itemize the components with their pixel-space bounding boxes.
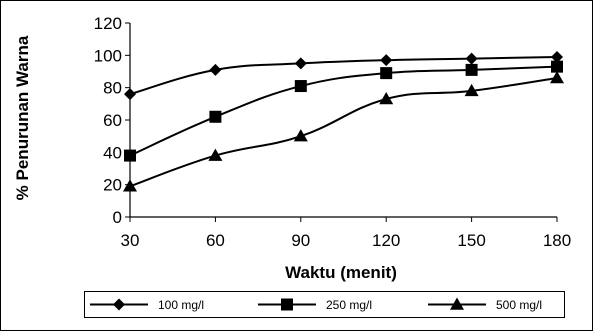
data-point-triangle [550, 70, 564, 84]
data-point-diamond [551, 50, 563, 63]
data-point-triangle [379, 91, 394, 105]
y-axis-ticks: 0 20 40 60 80 100 120 [94, 14, 130, 227]
data-point-diamond [465, 52, 478, 65]
data-point-square [209, 110, 222, 123]
y-tick-label: 80 [103, 79, 122, 98]
series-line [129, 76, 558, 188]
x-tick-label: 150 [457, 231, 485, 250]
legend-marker-diamond [113, 298, 125, 311]
series-triangle [123, 70, 564, 192]
data-point-square [551, 60, 563, 73]
legend-label: 250 mg/l [326, 298, 372, 312]
series-layer [123, 50, 564, 192]
legend-box [84, 291, 565, 318]
x-tick-label: 120 [372, 231, 400, 250]
data-point-diamond [294, 57, 307, 70]
x-axis-title: Waktu (menit) [285, 263, 397, 282]
data-point-square [380, 67, 393, 80]
data-point-diamond [124, 88, 136, 101]
y-tick-label: 120 [94, 14, 122, 33]
data-point-diamond [380, 54, 393, 67]
x-tick-label: 180 [543, 231, 571, 250]
data-point-square [465, 63, 478, 76]
legend: 100 mg/l 250 mg/l 500 mg/l [84, 291, 565, 318]
y-tick-label: 60 [103, 111, 122, 130]
data-point-triangle [208, 148, 223, 161]
legend-item: 250 mg/l [258, 298, 372, 312]
data-point-triangle [293, 129, 308, 142]
x-tick-label: 90 [291, 231, 310, 250]
data-point-triangle [123, 179, 137, 192]
legend-item: 100 mg/l [90, 298, 204, 312]
series-diamond [124, 50, 563, 101]
data-point-square [294, 80, 307, 93]
y-axis-title: % Penurunan Warna [13, 35, 32, 200]
legend-item: 500 mg/l [428, 297, 542, 312]
legend-marker-square [281, 298, 293, 311]
series-line [129, 65, 558, 157]
y-tick-label: 20 [103, 176, 122, 195]
x-axis-ticks: 30 60 90 120 150 180 [121, 217, 571, 250]
y-tick-label: 100 [94, 46, 122, 65]
legend-marker-triangle [450, 297, 464, 310]
legend-label: 500 mg/l [496, 298, 542, 312]
data-point-diamond [209, 63, 222, 76]
x-tick-label: 30 [121, 231, 140, 250]
y-tick-label: 40 [103, 143, 122, 162]
x-tick-label: 60 [206, 231, 225, 250]
y-tick-label: 0 [113, 208, 122, 227]
data-point-square [124, 149, 136, 162]
series-square [124, 60, 563, 162]
series-line [129, 55, 558, 96]
data-point-triangle [464, 83, 479, 97]
legend-label: 100 mg/l [158, 298, 204, 312]
